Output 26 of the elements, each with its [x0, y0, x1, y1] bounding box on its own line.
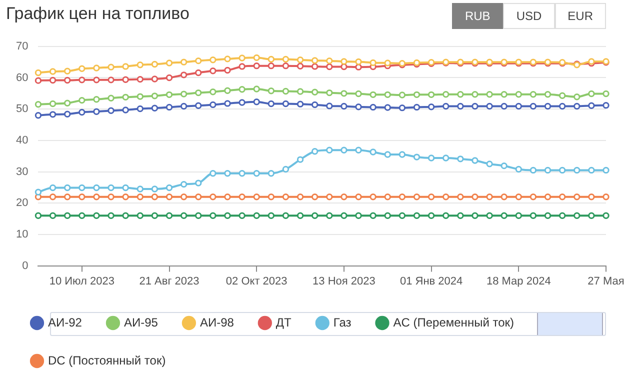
x-tick-label: 27 Мая: [588, 275, 624, 288]
y-tick-label: 30: [16, 166, 28, 178]
y-tick-label: 60: [16, 72, 28, 84]
legend-label: Газ: [333, 315, 352, 330]
y-tick-label: 50: [16, 103, 28, 116]
x-tick-label: 13 Ноя 2023: [312, 275, 376, 288]
legend-label: АИ-98: [200, 315, 234, 330]
chart-title: График цен на топливо: [6, 4, 190, 23]
text: RUB: [452, 3, 504, 29]
y-tick-label: 10: [16, 228, 28, 240]
legend-label: AC (Переменный ток): [393, 315, 514, 330]
legend-label: DC (Постоянный ток): [48, 353, 166, 368]
y-tick-label: 40: [16, 134, 28, 146]
legend-label: ДТ: [276, 315, 292, 330]
y-tick-label: 70: [16, 40, 28, 52]
legend-label: АИ-92: [48, 315, 82, 330]
x-tick-label: 10 Июл 2023: [49, 275, 114, 288]
x-tick-label: 18 Мар 2024: [486, 275, 551, 288]
x-tick-label: 21 Авг 2023: [139, 275, 200, 288]
y-tick-label: 0: [22, 260, 28, 272]
text: EUR: [554, 3, 606, 29]
x-tick-label: 02 Окт 2023: [226, 275, 288, 288]
x-tick-label: 01 Янв 2024: [400, 275, 463, 288]
legend-label: АИ-95: [124, 315, 158, 330]
y-tick-label: 20: [16, 197, 28, 210]
text: USD: [503, 3, 555, 29]
